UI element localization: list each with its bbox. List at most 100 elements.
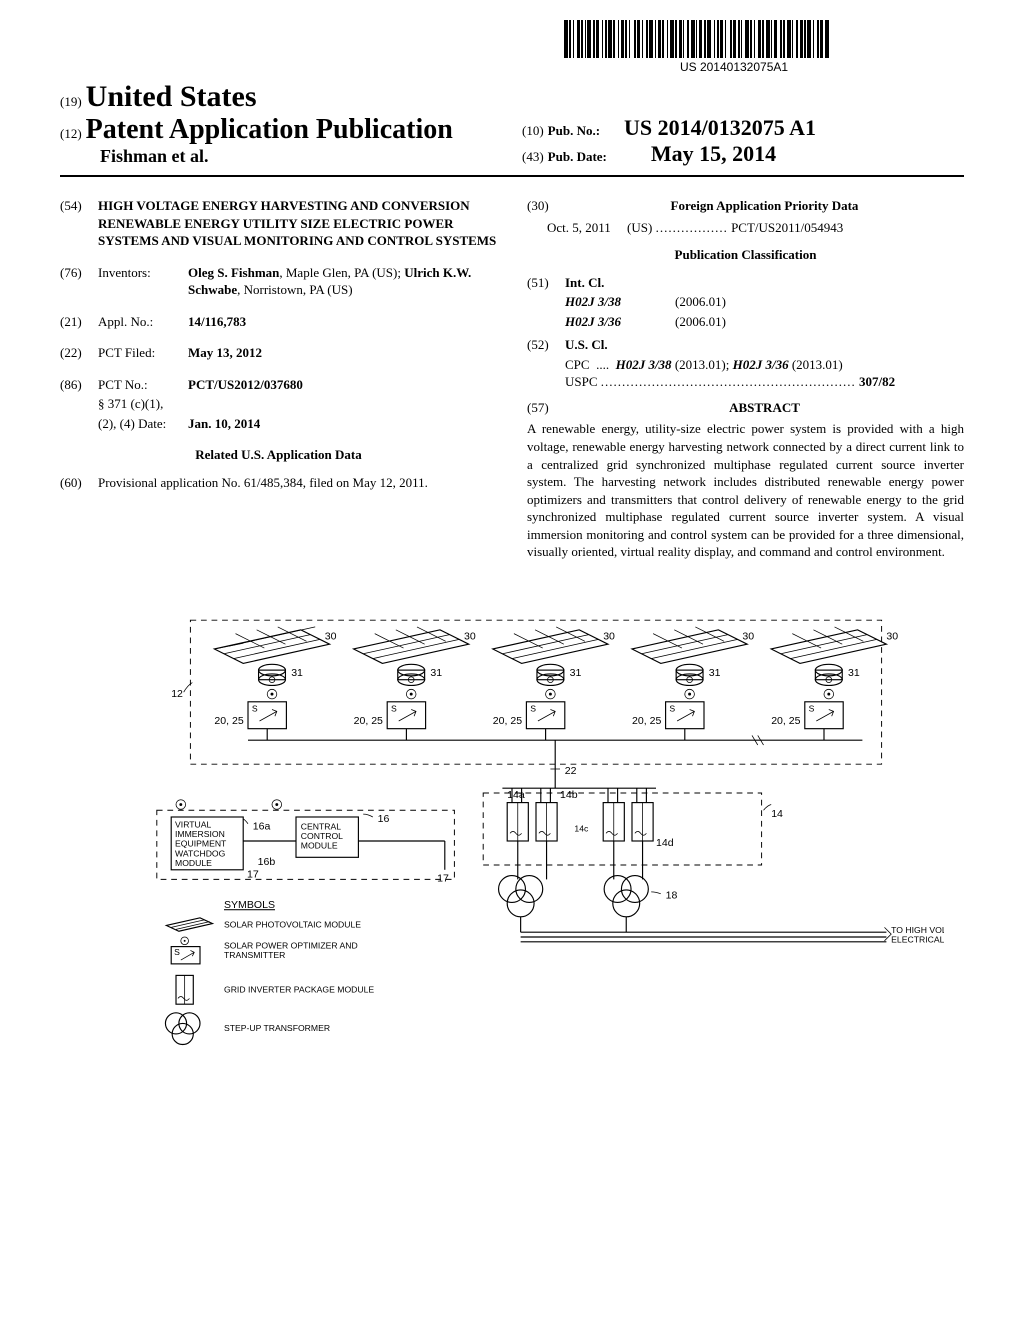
intcl-row1-val: (2006.01) <box>675 293 964 311</box>
svg-text:20, 25: 20, 25 <box>771 715 800 727</box>
svg-text:STEP-UP TRANSFORMER: STEP-UP TRANSFORMER <box>224 1023 330 1033</box>
svg-text:CENTRAL: CENTRAL <box>301 821 341 831</box>
code-51: (51) <box>527 274 565 292</box>
code-54: (54) <box>60 197 98 250</box>
inventors-label: Inventors: <box>98 264 188 299</box>
svg-text:14d: 14d <box>656 837 674 849</box>
author-line: Fishman et al. <box>60 146 502 167</box>
svg-text:18: 18 <box>666 889 678 901</box>
applno-label: Appl. No.: <box>98 313 188 331</box>
barcode-block: US 20140132075A1 <box>564 20 904 74</box>
svg-text:16: 16 <box>378 813 390 825</box>
svg-text:31: 31 <box>430 667 442 679</box>
s371-line2-label: (2), (4) Date: <box>98 415 188 433</box>
svg-text:20, 25: 20, 25 <box>493 715 522 727</box>
svg-text:WATCHDOG: WATCHDOG <box>175 848 226 858</box>
svg-text:S: S <box>809 703 815 713</box>
svg-text:17: 17 <box>437 872 449 884</box>
intcl-row1-code: H02J 3/38 <box>565 293 675 311</box>
pubdate-value: May 15, 2014 <box>651 141 776 166</box>
pubclass-heading: Publication Classification <box>527 246 964 264</box>
intcl-row2-code: H02J 3/36 <box>565 313 675 331</box>
abstract-heading: ABSTRACT <box>565 399 964 417</box>
foreign-dots: ................. <box>656 220 728 235</box>
pubno-value: US 2014/0132075 A1 <box>624 115 816 140</box>
code-57: (57) <box>527 399 565 417</box>
code-86: (86) <box>60 376 98 394</box>
svg-text:TO HIGH VOLTAGE: TO HIGH VOLTAGE <box>891 925 944 935</box>
code-43: (43) <box>522 149 544 164</box>
svg-text:CONTROL: CONTROL <box>301 831 343 841</box>
svg-text:31: 31 <box>848 667 860 679</box>
intcl-label: Int. Cl. <box>565 274 964 292</box>
foreign-country: (US) <box>627 220 652 235</box>
svg-text:ELECTRICAL GRID: ELECTRICAL GRID <box>891 935 944 945</box>
code-21: (21) <box>60 313 98 331</box>
uspc-value: 307/82 <box>859 374 895 389</box>
invention-title: HIGH VOLTAGE ENERGY HARVESTING AND CONVE… <box>98 197 497 250</box>
svg-text:31: 31 <box>291 667 303 679</box>
left-column: (54) HIGH VOLTAGE ENERGY HARVESTING AND … <box>60 197 497 561</box>
svg-text:22: 22 <box>565 765 577 777</box>
svg-text:20, 25: 20, 25 <box>632 715 661 727</box>
svg-text:S: S <box>391 703 397 713</box>
svg-text:30: 30 <box>603 630 615 642</box>
svg-text:MODULE: MODULE <box>301 841 338 851</box>
svg-text:12: 12 <box>171 688 183 700</box>
barcode <box>564 20 904 58</box>
s371-line2-value: Jan. 10, 2014 <box>188 415 497 433</box>
svg-text:TRANSMITTER: TRANSMITTER <box>224 950 285 960</box>
pctno-value: PCT/US2012/037680 <box>188 376 497 394</box>
code-52: (52) <box>527 336 565 354</box>
s371-line1: § 371 (c)(1), <box>98 395 497 413</box>
provisional-value: Provisional application No. 61/485,384, … <box>98 474 497 492</box>
svg-text:16a: 16a <box>253 820 271 832</box>
foreign-heading: Foreign Application Priority Data <box>565 197 964 215</box>
uspc-dots: ........................................… <box>601 374 856 389</box>
svg-text:30: 30 <box>325 630 337 642</box>
foreign-date: Oct. 5, 2011 <box>547 220 611 235</box>
us-title: United States <box>86 80 257 113</box>
svg-text:S: S <box>252 703 258 713</box>
svg-text:SYMBOLS: SYMBOLS <box>224 899 275 911</box>
pctno-label: PCT No.: <box>98 376 188 394</box>
pubno-label: Pub. No.: <box>548 123 600 138</box>
applno-value: 14/116,783 <box>188 313 497 331</box>
intcl-row2-val: (2006.01) <box>675 313 964 331</box>
svg-text:17: 17 <box>247 868 259 880</box>
code-76: (76) <box>60 264 98 299</box>
svg-text:S: S <box>174 947 180 957</box>
svg-text:GRID INVERTER PACKAGE MODULE: GRID INVERTER PACKAGE MODULE <box>224 985 374 995</box>
figure-diagram: .ln { stroke:#000; stroke-width:1.2; fil… <box>80 601 944 1119</box>
publication-title: Patent Application Publication <box>86 114 453 145</box>
code-12: (12) <box>60 126 82 141</box>
inventors-value: Oleg S. Fishman, Maple Glen, PA (US); Ul… <box>188 264 497 299</box>
right-column: (30) Foreign Application Priority Data O… <box>527 197 964 561</box>
pubdate-label: Pub. Date: <box>548 149 607 164</box>
header: (19) United States (12) Patent Applicati… <box>60 80 964 177</box>
uspc-label: USPC <box>565 374 598 389</box>
svg-text:31: 31 <box>570 667 582 679</box>
foreign-value: PCT/US2011/054943 <box>731 220 843 235</box>
patent-figure: .ln { stroke:#000; stroke-width:1.2; fil… <box>60 601 964 1124</box>
svg-text:SOLAR PHOTOVOLTAIC MODULE: SOLAR PHOTOVOLTAIC MODULE <box>224 919 361 929</box>
code-10: (10) <box>522 123 544 138</box>
svg-text:14b: 14b <box>560 789 578 801</box>
svg-text:14c: 14c <box>574 823 589 833</box>
uscl-label: U.S. Cl. <box>565 336 964 354</box>
code-19: (19) <box>60 94 82 109</box>
svg-text:30: 30 <box>464 630 476 642</box>
code-60: (60) <box>60 474 98 492</box>
code-30: (30) <box>527 197 565 215</box>
svg-text:S: S <box>669 703 675 713</box>
abstract-text: A renewable energy, utility-size electri… <box>527 420 964 560</box>
svg-text:SOLAR POWER OPTIMIZER AND: SOLAR POWER OPTIMIZER AND <box>224 940 358 950</box>
barcode-text: US 20140132075A1 <box>564 60 904 74</box>
pctfiled-label: PCT Filed: <box>98 344 188 362</box>
svg-text:VIRTUAL: VIRTUAL <box>175 819 211 829</box>
svg-text:30: 30 <box>886 630 898 642</box>
svg-text:16b: 16b <box>258 856 276 868</box>
svg-text:20, 25: 20, 25 <box>354 715 383 727</box>
svg-text:S: S <box>530 703 536 713</box>
svg-text:14a: 14a <box>507 789 525 801</box>
